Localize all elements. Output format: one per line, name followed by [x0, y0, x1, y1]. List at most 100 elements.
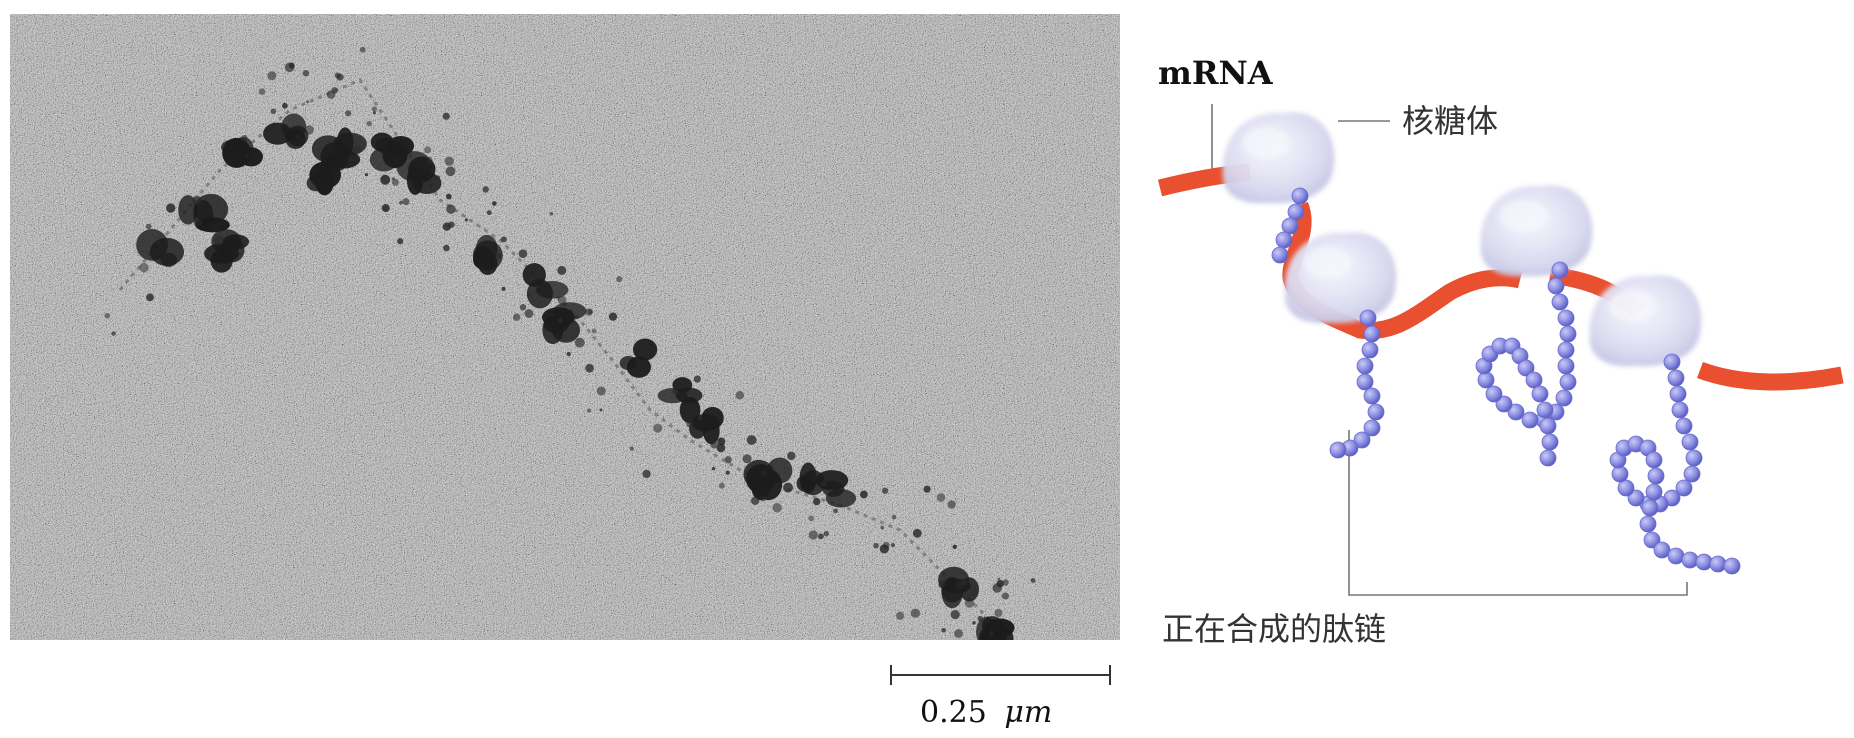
amino-acid-bead [1557, 309, 1575, 327]
polysome-diagram: mRNA 核糖体 正在合成的肽链 [1157, 54, 1844, 648]
micrograph-speck [334, 72, 341, 79]
amino-acid-bead [1329, 441, 1347, 459]
micrograph-speck [446, 204, 456, 214]
amino-acid-bead [1557, 357, 1575, 375]
amino-acid-bead [1641, 499, 1659, 517]
micrograph-speck [879, 544, 889, 554]
micrograph-speck [808, 515, 815, 522]
micrograph-particle [619, 338, 658, 378]
amino-acid-bead [1559, 325, 1577, 343]
micrograph-particle [472, 234, 503, 275]
micrograph-particle [679, 396, 724, 445]
micrograph-speck [397, 238, 404, 245]
micrograph-speck [111, 331, 116, 336]
amino-acid-bead [1361, 341, 1379, 359]
micrograph-speck [693, 375, 701, 383]
amino-acid-bead [1363, 325, 1381, 343]
micrograph-speck [557, 295, 567, 305]
mrna-strand [1157, 163, 1844, 391]
micrograph-speck [281, 102, 288, 109]
ribosome [1480, 185, 1593, 277]
micrograph-speck [193, 218, 203, 227]
micrograph-speck [954, 629, 963, 638]
micrograph-speck [586, 408, 592, 413]
micrograph-speck [585, 363, 594, 373]
micrograph-speck [873, 542, 879, 549]
micrograph-speck [735, 391, 745, 400]
micrograph-speck [818, 533, 824, 540]
micrograph-speck [524, 309, 534, 318]
micrograph-speck [445, 166, 456, 177]
micrograph-speck [166, 203, 176, 213]
micrograph-speck [482, 186, 489, 193]
micrograph-speck [587, 309, 593, 315]
micrograph-speck [992, 583, 1002, 593]
micrograph-speck [941, 627, 947, 633]
micrograph-speck [823, 530, 830, 537]
micrograph-speck [557, 317, 563, 324]
micrograph-speck [139, 262, 149, 273]
micrograph-speck [345, 110, 352, 117]
scale-bar-label: 0.25 μm [920, 695, 1052, 730]
micrograph-speck [686, 420, 694, 428]
amino-acid-bead [1477, 371, 1495, 389]
ribosome-label: 核糖体 [1402, 102, 1498, 140]
amino-acid-bead [1367, 403, 1385, 421]
amino-acid-bead [1275, 231, 1293, 249]
amino-acid-bead [1507, 403, 1525, 421]
micrograph-speck [284, 62, 295, 73]
amino-acid-bead [1495, 395, 1513, 413]
micrograph-speck [241, 135, 248, 142]
micrograph-speck [952, 544, 957, 550]
peptide-chain [1475, 261, 1577, 467]
micrograph-speck [519, 304, 527, 311]
amino-acid-bead [1356, 357, 1374, 375]
micrograph-speck [977, 615, 983, 622]
micrograph-speck [880, 525, 885, 530]
amino-acid-bead [1521, 411, 1539, 429]
micrograph-speck [399, 200, 403, 205]
amino-acid-bead [1667, 547, 1685, 565]
electron-micrograph [10, 14, 1120, 640]
micrograph-speck [997, 577, 1001, 581]
amino-acid-bead [1557, 341, 1575, 359]
micrograph-speck [725, 470, 730, 475]
micrograph-speck [145, 223, 152, 230]
micrograph-speck [496, 252, 503, 260]
amino-acid-bead [1627, 489, 1645, 507]
amino-acid-bead [1551, 293, 1569, 311]
micrograph-speck [891, 514, 897, 520]
micrograph-speck [352, 145, 362, 155]
amino-acid-bead [1709, 555, 1727, 573]
micrograph-speck [881, 487, 889, 494]
micrograph-speck [371, 106, 378, 112]
amino-acid-bead [1539, 417, 1557, 435]
micrograph-particle [136, 229, 185, 267]
amino-acid-bead [1551, 261, 1569, 279]
micrograph-speck [267, 71, 277, 81]
amino-acid-bead [1647, 467, 1665, 485]
amino-acid-bead [1675, 417, 1693, 435]
micrograph-speck [672, 388, 679, 395]
mrna-label: mRNA [1158, 54, 1274, 92]
amino-acid-bead [1675, 479, 1693, 497]
micrograph-speck [711, 466, 716, 471]
amino-acid-bead [1287, 203, 1305, 221]
amino-acid-bead [1485, 385, 1503, 403]
micrograph-speck [557, 265, 567, 275]
micrograph-speck [104, 313, 110, 319]
micrograph-speck [896, 611, 905, 620]
amino-acid-bead [1559, 373, 1577, 391]
amino-acid-bead [1617, 479, 1635, 497]
micrograph-speck [746, 435, 757, 445]
amino-acid-bead [1536, 401, 1554, 419]
micrograph-speck [442, 222, 452, 231]
micrograph-speck [245, 153, 249, 157]
ribosome-group [1222, 112, 1702, 367]
peptide-chain [1271, 187, 1309, 264]
micrograph-speck [923, 485, 931, 493]
micrograph-speck [304, 125, 314, 135]
ribosome [1589, 275, 1702, 367]
amino-acid-bead [1291, 187, 1309, 205]
amino-acid-bead [1669, 385, 1687, 403]
